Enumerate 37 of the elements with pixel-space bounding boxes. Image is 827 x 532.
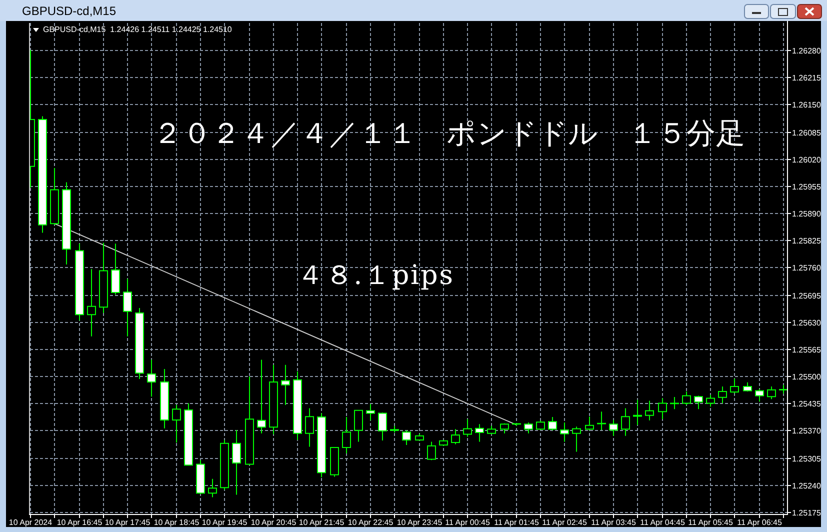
y-tick-label: 1.25175 [792, 508, 822, 518]
y-tick-label: 1.25370 [792, 426, 822, 436]
y-tick-label: 1.26085 [792, 128, 822, 138]
y-tick-label: 1.25500 [792, 372, 822, 382]
y-tick-label: 1.25955 [792, 182, 822, 192]
x-tick-label: 11 Apr 00:45 [445, 518, 490, 527]
x-tick-label: 11 Apr 06:45 [737, 518, 782, 527]
annotation: ４８.１pips [297, 260, 453, 291]
y-tick-label: 1.25630 [792, 318, 822, 328]
x-tick-label: 10 Apr 19:45 [202, 518, 248, 527]
x-tick-label: 10 Apr 20:45 [250, 518, 297, 527]
y-tick-label: 1.25695 [792, 292, 822, 300]
chart-title: GBPUSD-cd,M15 [22, 4, 116, 18]
x-tick-label: 10 Apr 16:45 [56, 518, 103, 527]
x-tick-label: 11 Apr 02:45 [542, 518, 588, 527]
y-tick-label: 1.25240 [792, 482, 822, 490]
y-tick-label: 1.25565 [792, 346, 822, 354]
chart-subtitle: GBPUSD-cd,M15 1.24426 1.24511 1.24425 1.24510 [43, 25, 232, 34]
y-tick-label: 1.25890 [792, 210, 822, 218]
x-tick-label: 10 Apr 17:45 [104, 518, 151, 527]
y-tick-label: 1.26280 [792, 46, 822, 56]
y-tick-label: 1.25760 [792, 264, 822, 272]
x-tick-label: 11 Apr 03:45 [591, 518, 636, 527]
y-tick-label: 1.25825 [792, 236, 822, 246]
x-tick-label: 10 Apr 23:45 [396, 518, 443, 527]
x-tick-label: 11 Apr 05:45 [688, 518, 734, 527]
x-tick-label: 11 Apr 01:45 [494, 518, 540, 527]
y-tick-label: 1.25435 [792, 400, 822, 408]
x-tick-label: 10 Apr 18:45 [154, 518, 200, 527]
y-tick-label: 1.26020 [792, 156, 822, 164]
y-tick-label: 1.25305 [792, 454, 822, 464]
y-tick-label: 1.26215 [792, 74, 822, 82]
x-tick-label: 10 Apr 2024 [8, 518, 53, 527]
x-tick-label: 11 Apr 04:45 [640, 518, 686, 527]
y-tick-label: 1.26150 [792, 100, 822, 110]
x-tick-label: 10 Apr 21:45 [298, 518, 345, 527]
x-tick-label: 10 Apr 22:45 [348, 518, 394, 527]
